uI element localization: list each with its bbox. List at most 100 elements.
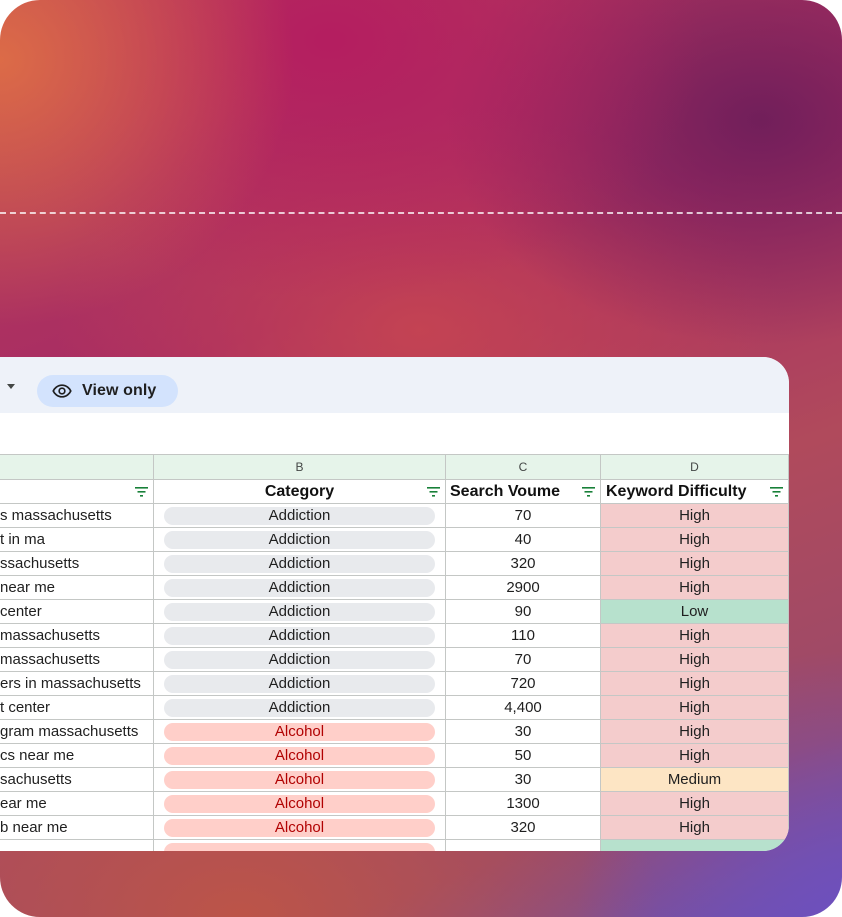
column-header-d[interactable]: D — [601, 454, 789, 480]
category-cell[interactable]: Alcohol — [154, 720, 446, 744]
keyword-cell[interactable]: near me — [0, 576, 154, 600]
filter-icon[interactable] — [582, 487, 595, 497]
search-volume-cell[interactable]: 4,400 — [446, 696, 601, 720]
table-row — [0, 840, 789, 851]
keyword-difficulty-cell[interactable] — [601, 840, 789, 851]
category-chip[interactable]: Alcohol — [164, 747, 435, 765]
category-cell[interactable]: Alcohol — [154, 792, 446, 816]
category-cell[interactable]: Alcohol — [154, 768, 446, 792]
keyword-cell[interactable]: ear me — [0, 792, 154, 816]
header-cell-keyword[interactable] — [0, 480, 154, 504]
keyword-difficulty-cell[interactable]: High — [601, 816, 789, 840]
search-volume-cell[interactable]: 30 — [446, 720, 601, 744]
keyword-difficulty-cell[interactable]: High — [601, 720, 789, 744]
keyword-cell[interactable] — [0, 840, 154, 851]
view-only-label: View only — [82, 382, 157, 399]
search-volume-cell[interactable] — [446, 840, 601, 851]
category-cell[interactable]: Addiction — [154, 504, 446, 528]
search-volume-cell[interactable]: 1300 — [446, 792, 601, 816]
keyword-cell[interactable]: massachusetts — [0, 648, 154, 672]
spreadsheet-panel: View only B C D Category Search Voume Ke… — [0, 357, 789, 851]
header-label-category: Category — [264, 483, 335, 500]
category-chip[interactable]: Addiction — [164, 507, 435, 525]
search-volume-cell[interactable]: 720 — [446, 672, 601, 696]
keyword-difficulty-cell[interactable]: High — [601, 576, 789, 600]
category-chip[interactable]: Addiction — [164, 579, 435, 597]
category-chip[interactable]: Alcohol — [164, 771, 435, 789]
category-cell[interactable]: Addiction — [154, 576, 446, 600]
category-chip[interactable]: Alcohol — [164, 795, 435, 813]
column-header-c[interactable]: C — [446, 454, 601, 480]
header-cell-keyword-difficulty[interactable]: Keyword Difficulty — [601, 480, 789, 504]
keyword-difficulty-cell[interactable]: High — [601, 672, 789, 696]
category-chip[interactable]: Addiction — [164, 699, 435, 717]
filter-icon[interactable] — [135, 487, 148, 497]
view-only-button[interactable]: View only — [37, 375, 178, 407]
category-cell[interactable]: Addiction — [154, 672, 446, 696]
filter-icon[interactable] — [427, 487, 440, 497]
category-chip[interactable]: Alcohol — [164, 723, 435, 741]
keyword-cell[interactable]: gram massachusetts — [0, 720, 154, 744]
keyword-cell[interactable]: t center — [0, 696, 154, 720]
category-cell[interactable]: Alcohol — [154, 816, 446, 840]
category-cell[interactable]: Addiction — [154, 648, 446, 672]
caret-down-icon[interactable] — [7, 384, 15, 389]
column-header-b[interactable]: B — [154, 454, 446, 480]
search-volume-cell[interactable]: 50 — [446, 744, 601, 768]
keyword-difficulty-cell[interactable]: Low — [601, 600, 789, 624]
category-chip[interactable]: Addiction — [164, 651, 435, 669]
keyword-cell[interactable]: t in ma — [0, 528, 154, 552]
category-chip[interactable] — [164, 843, 435, 851]
category-chip[interactable]: Addiction — [164, 627, 435, 645]
filter-icon[interactable] — [770, 487, 783, 497]
category-cell[interactable] — [154, 840, 446, 851]
search-volume-cell[interactable]: 40 — [446, 528, 601, 552]
header-label-keyword-difficulty: Keyword Difficulty — [606, 483, 747, 500]
search-volume-cell[interactable]: 320 — [446, 816, 601, 840]
search-volume-cell[interactable]: 70 — [446, 504, 601, 528]
keyword-cell[interactable]: s massachusetts — [0, 504, 154, 528]
category-cell[interactable]: Addiction — [154, 624, 446, 648]
category-cell[interactable]: Addiction — [154, 528, 446, 552]
table-row: s massachusetts Addiction 70 High — [0, 504, 789, 528]
table-row: sachusetts Alcohol 30 Medium — [0, 768, 789, 792]
search-volume-cell[interactable]: 320 — [446, 552, 601, 576]
search-volume-cell[interactable]: 2900 — [446, 576, 601, 600]
keyword-cell[interactable]: ers in massachusetts — [0, 672, 154, 696]
category-cell[interactable]: Alcohol — [154, 744, 446, 768]
keyword-difficulty-cell[interactable]: High — [601, 528, 789, 552]
table-row: b near me Alcohol 320 High — [0, 816, 789, 840]
keyword-cell[interactable]: massachusetts — [0, 624, 154, 648]
keyword-cell[interactable]: sachusetts — [0, 768, 154, 792]
search-volume-cell[interactable]: 30 — [446, 768, 601, 792]
search-volume-cell[interactable]: 110 — [446, 624, 601, 648]
formula-bar-area — [0, 413, 789, 454]
keyword-difficulty-cell[interactable]: High — [601, 552, 789, 576]
keyword-difficulty-cell[interactable]: High — [601, 624, 789, 648]
keyword-difficulty-cell[interactable]: High — [601, 792, 789, 816]
keyword-cell[interactable]: center — [0, 600, 154, 624]
category-cell[interactable]: Addiction — [154, 600, 446, 624]
category-chip[interactable]: Alcohol — [164, 819, 435, 837]
search-volume-cell[interactable]: 70 — [446, 648, 601, 672]
keyword-difficulty-cell[interactable]: High — [601, 744, 789, 768]
category-chip[interactable]: Addiction — [164, 675, 435, 693]
column-header-a[interactable] — [0, 454, 154, 480]
keyword-cell[interactable]: b near me — [0, 816, 154, 840]
keyword-difficulty-cell[interactable]: High — [601, 648, 789, 672]
category-chip[interactable]: Addiction — [164, 603, 435, 621]
keyword-difficulty-cell[interactable]: High — [601, 696, 789, 720]
table-row: ssachusetts Addiction 320 High — [0, 552, 789, 576]
header-cell-search-volume[interactable]: Search Voume — [446, 480, 601, 504]
search-volume-cell[interactable]: 90 — [446, 600, 601, 624]
category-cell[interactable]: Addiction — [154, 696, 446, 720]
keyword-cell[interactable]: cs near me — [0, 744, 154, 768]
keyword-difficulty-cell[interactable]: High — [601, 504, 789, 528]
header-cell-category[interactable]: Category — [154, 480, 446, 504]
keyword-difficulty-cell[interactable]: Medium — [601, 768, 789, 792]
category-chip[interactable]: Addiction — [164, 531, 435, 549]
table-row: ers in massachusetts Addiction 720 High — [0, 672, 789, 696]
keyword-cell[interactable]: ssachusetts — [0, 552, 154, 576]
category-cell[interactable]: Addiction — [154, 552, 446, 576]
category-chip[interactable]: Addiction — [164, 555, 435, 573]
